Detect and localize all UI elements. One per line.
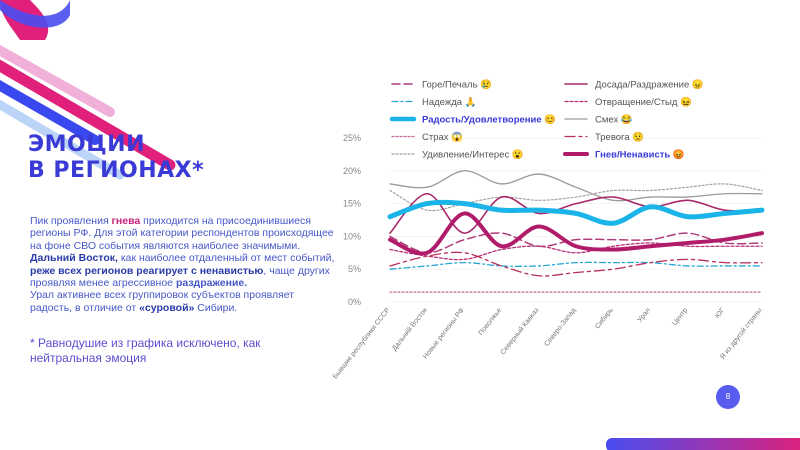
pink-stripe (0, 44, 115, 117)
x-tick-label: Северо-Запад (543, 307, 577, 348)
x-tick-label: Бывшие республики СССР (331, 306, 392, 380)
legend-label: Удивление/Интерес 😮 (422, 149, 524, 161)
x-tick-label: Дальний Восток (390, 306, 429, 353)
description-text: Пик проявления гнева приходится на присо… (30, 215, 335, 314)
page-number-badge: 8 (716, 385, 740, 409)
body-text: как наиболее отдаленный от мест событий, (117, 252, 335, 265)
y-tick-label: 10% (343, 231, 361, 241)
legend-label: Радость/Удовлетворение 😊 (422, 114, 556, 126)
highlight-irritation: раздражение. (175, 277, 248, 290)
highlight-hatred: реже всех регионов реагирует с ненависть… (30, 264, 264, 277)
legend-label: Страх 😱 (422, 131, 463, 143)
body-text: , чаще других проявляя менее агрессивное (30, 264, 330, 290)
x-tick-label: Северный Кавказ (499, 306, 540, 356)
y-tick-label: 15% (343, 199, 361, 209)
y-tick-label: 20% (343, 166, 361, 176)
blue-arc-shape (0, 0, 70, 28)
footer-gradient-bar (606, 438, 800, 450)
series-line (387, 199, 765, 226)
x-tick-label: Новые регионы РФ (422, 307, 466, 361)
series-line (389, 242, 763, 261)
legend-label: Отвращение/Стыд 😖 (595, 96, 692, 108)
body-text: Пик проявления (30, 215, 112, 227)
magenta-stripe (0, 59, 176, 171)
blue-stripe (0, 79, 100, 145)
legend-label: Горе/Печаль 😢 (422, 79, 492, 91)
legend-label: Смех 😂 (595, 114, 633, 126)
highlight-far-east: Дальний Восток, (30, 252, 118, 265)
series-line (388, 211, 764, 256)
x-tick-label: Центр (671, 307, 689, 327)
highlight-anger: гнева (111, 215, 141, 227)
x-tick-label: ЮГ (714, 307, 726, 320)
legend-label: Тревога 😟 (595, 131, 644, 143)
series-line (389, 170, 763, 202)
body-text: Сибири. (194, 301, 238, 314)
x-tick-label: Поволжье (478, 307, 504, 337)
y-tick-label: 5% (348, 264, 361, 274)
title-line-1: ЭМОЦИИ (28, 132, 145, 157)
x-tick-label: Я из другой страны (718, 306, 763, 361)
slide-title: ЭМОЦИИ В РЕГИОНАХ* (28, 132, 204, 184)
body-text: Урал активнее всех группировок субъектов… (30, 289, 295, 314)
legend-label: Надежда 🙏 (422, 96, 477, 108)
series-line (389, 251, 763, 277)
highlight-siberia: «суровой» (139, 301, 195, 314)
x-tick-label: Урал (637, 307, 652, 324)
footnote: * Равнодушие из графика исключено, как н… (30, 336, 261, 365)
title-line-2: В РЕГИОНАХ* (28, 158, 205, 183)
series-line (389, 261, 763, 270)
series-line (389, 183, 763, 212)
body-text: приходится на присоединившиеся регионы Р… (30, 215, 334, 252)
lightblue-stripe (0, 99, 125, 180)
legend-label: Гнев/Ненависть 😡 (595, 149, 685, 161)
y-tick-label: 25% (343, 133, 361, 143)
legend-label: Досада/Раздражение 😠 (595, 79, 704, 91)
series-line (389, 232, 763, 254)
y-tick-label: 0% (348, 297, 361, 307)
x-tick-label: Сибирь (593, 306, 615, 330)
